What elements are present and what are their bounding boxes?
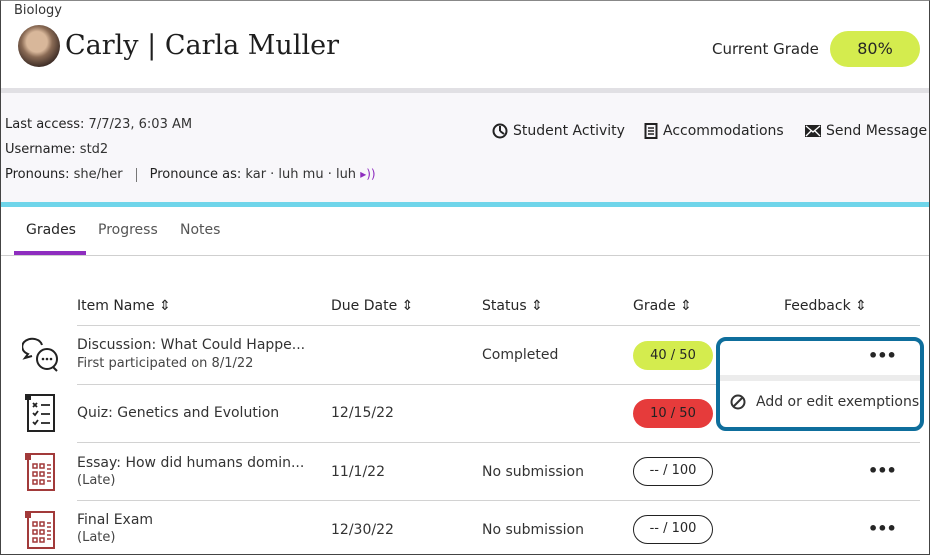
more-options-button[interactable]: ••• <box>868 461 897 480</box>
tab-grades[interactable]: Grades <box>26 222 76 238</box>
envelope-icon <box>805 125 821 137</box>
header-item-name[interactable]: Item Name ⇕ <box>77 298 171 314</box>
sort-icon: ⇕ <box>680 298 692 314</box>
student-activity-link[interactable]: Student Activity <box>492 123 625 139</box>
pronounce-value: kar · luh mu · luh <box>245 167 357 182</box>
divider <box>77 384 920 385</box>
student-activity-label: Student Activity <box>513 123 625 139</box>
last-access-value: 7/7/23, 6:03 AM <box>88 117 193 132</box>
assignment-icon <box>25 453 55 491</box>
sort-icon: ⇕ <box>855 298 867 314</box>
accommodations-link[interactable]: Accommodations <box>644 123 784 139</box>
avatar <box>18 25 60 67</box>
grade-pill[interactable]: -- / 100 <box>633 515 713 544</box>
last-access-label: Last access: <box>5 117 85 132</box>
divider <box>77 442 920 443</box>
current-grade-pill[interactable]: 80% <box>830 31 920 67</box>
item-name-link[interactable]: Final Exam <box>77 512 154 528</box>
student-name: Carly | Carla Muller <box>65 30 339 61</box>
tab-bar: Grades Progress Notes <box>0 207 930 256</box>
divider <box>77 500 920 501</box>
pronouns-value: she/her <box>73 167 123 182</box>
header-label: Item Name <box>77 298 155 314</box>
status: No submission <box>482 522 584 538</box>
exemptions-menu: ••• Add or edit exemptions <box>716 337 924 431</box>
discussion-icon <box>22 337 58 372</box>
grade-pill[interactable]: -- / 100 <box>633 457 713 486</box>
item-name-link[interactable]: Discussion: What Could Happe... <box>77 337 306 353</box>
divider <box>0 88 930 93</box>
item-name-link[interactable]: Essay: How did humans domin... <box>77 455 305 471</box>
send-message-label: Send Message <box>826 123 928 139</box>
header-label: Grade <box>633 298 676 314</box>
tab-notes[interactable]: Notes <box>180 222 221 238</box>
accommodations-label: Accommodations <box>663 123 784 139</box>
course-name: Biology <box>14 3 62 18</box>
grade-pill[interactable]: 40 / 50 <box>633 341 713 370</box>
menu-divider <box>720 375 920 381</box>
item-subtext: (Late) <box>77 473 116 488</box>
pronouns-label: Pronouns: <box>5 167 70 182</box>
header: Biology Carly | Carla Muller Current Gra… <box>0 0 930 88</box>
more-options-button[interactable]: ••• <box>868 346 897 365</box>
student-info: Last access: 7/7/23, 6:03 AM Username: s… <box>0 93 930 203</box>
accent-line <box>0 202 930 207</box>
assignment-icon <box>25 511 55 549</box>
menu-item-label: Add or edit exemptions <box>756 394 920 410</box>
due-date: 12/30/22 <box>331 522 394 538</box>
menu-item-add-edit-exemptions[interactable]: Add or edit exemptions <box>730 394 919 410</box>
prohibited-icon <box>730 394 746 410</box>
sort-icon: ⇕ <box>159 298 171 314</box>
quiz-icon <box>25 394 55 432</box>
header-label: Status <box>482 298 527 314</box>
clock-chart-icon <box>492 123 508 139</box>
due-date: 11/1/22 <box>331 464 385 480</box>
status: Completed <box>482 347 559 363</box>
document-icon <box>644 123 658 139</box>
header-due-date[interactable]: Due Date ⇕ <box>331 298 413 314</box>
grade-pill[interactable]: 10 / 50 <box>633 399 713 428</box>
sort-icon: ⇕ <box>531 298 543 314</box>
header-status[interactable]: Status ⇕ <box>482 298 543 314</box>
header-feedback[interactable]: Feedback ⇕ <box>784 298 867 314</box>
speaker-icon[interactable]: ▸)) <box>360 167 376 181</box>
separator <box>135 167 137 182</box>
header-label: Feedback <box>784 298 851 314</box>
username-label: Username: <box>5 142 76 157</box>
due-date: 12/15/22 <box>331 405 394 421</box>
header-label: Due Date <box>331 298 398 314</box>
item-subtext: First participated on 8/1/22 <box>77 356 254 371</box>
status: No submission <box>482 464 584 480</box>
sort-icon: ⇕ <box>401 298 414 314</box>
divider <box>77 325 920 326</box>
tab-progress[interactable]: Progress <box>98 222 158 238</box>
more-options-button[interactable]: ••• <box>868 519 897 538</box>
item-subtext: (Late) <box>77 530 116 545</box>
active-tab-indicator <box>14 251 86 255</box>
username-value: std2 <box>79 142 109 157</box>
item-name-link[interactable]: Quiz: Genetics and Evolution <box>77 405 280 421</box>
current-grade-label: Current Grade <box>712 40 819 58</box>
header-grade[interactable]: Grade ⇕ <box>633 298 692 314</box>
send-message-link[interactable]: Send Message <box>805 123 927 139</box>
pronounce-label: Pronounce as: <box>149 167 242 182</box>
